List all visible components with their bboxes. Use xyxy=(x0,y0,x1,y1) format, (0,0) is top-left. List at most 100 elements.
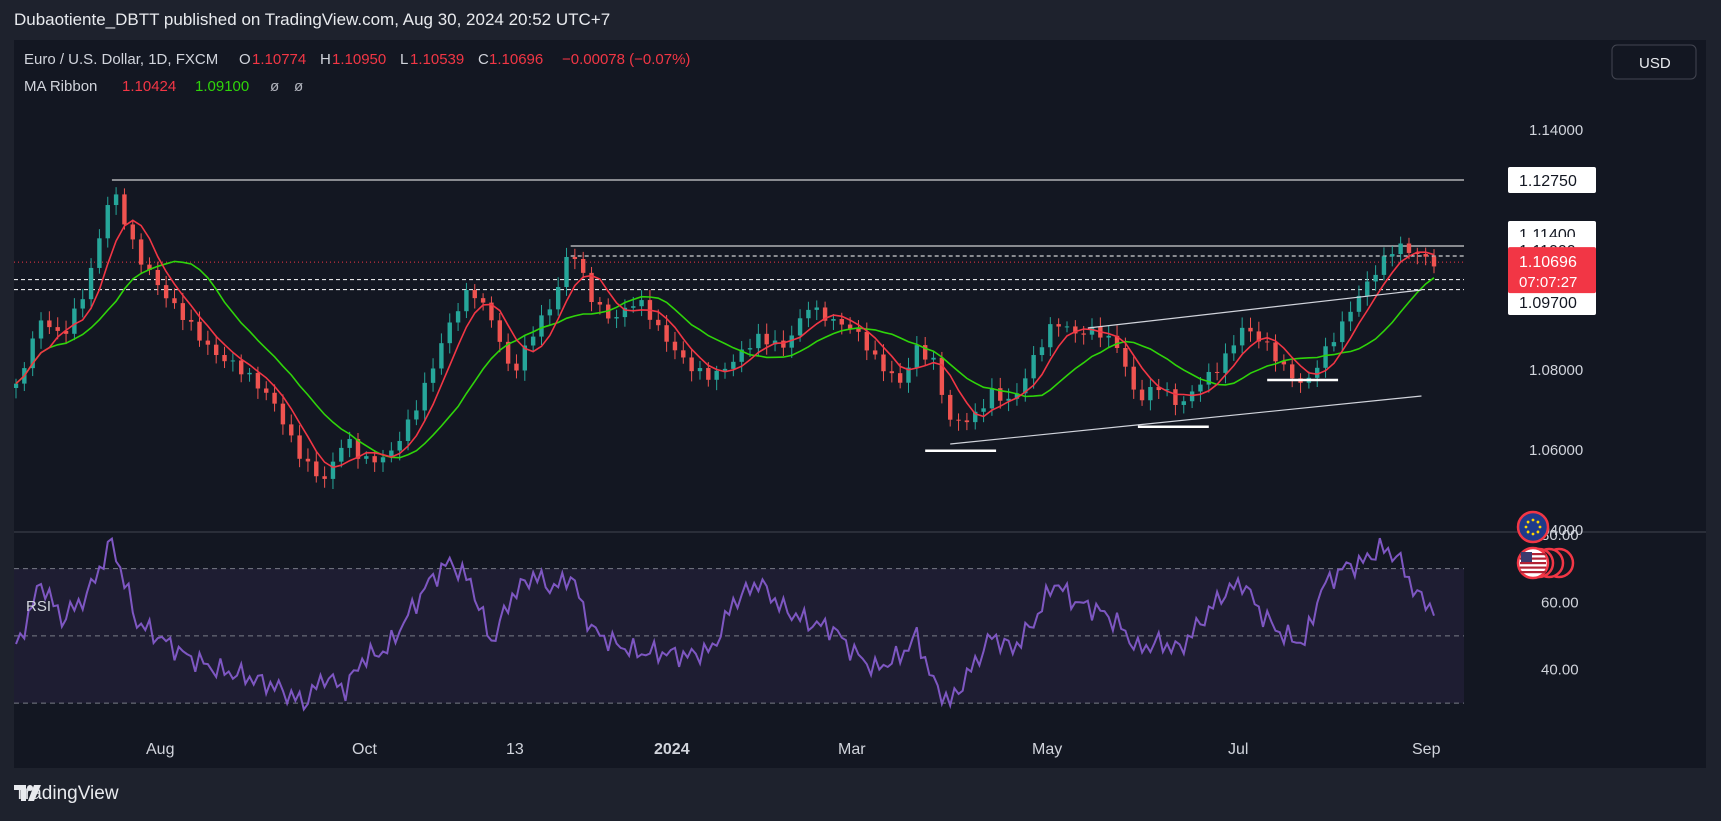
candle-body xyxy=(1381,256,1387,275)
us-flag-canton xyxy=(1521,552,1532,562)
candle-body xyxy=(939,357,945,395)
us-flag-stripe xyxy=(1520,553,1546,556)
candle-body xyxy=(897,373,903,383)
currency-button[interactable]: USD xyxy=(1611,44,1697,80)
candle-body xyxy=(656,319,661,326)
candle-body xyxy=(747,348,753,350)
candle-body xyxy=(847,324,853,329)
candle-body xyxy=(305,458,311,462)
candle-body xyxy=(155,269,160,286)
time-axis-tick: 13 xyxy=(506,741,524,758)
candle-body xyxy=(1064,326,1070,328)
candle-body xyxy=(664,325,669,342)
candle-body xyxy=(722,368,728,371)
current-price-text: 1.10696 xyxy=(1519,254,1577,271)
legend-symbol: Euro / U.S. Dollar, 1D, FXCM xyxy=(24,51,218,68)
footer-brand[interactable]: TradingView xyxy=(14,783,119,805)
time-axis-tick: Jul xyxy=(1228,741,1248,758)
candle-body xyxy=(1406,243,1412,253)
candle-body xyxy=(213,344,219,356)
candle-body xyxy=(364,456,369,459)
eu-flag-star xyxy=(1526,530,1530,534)
eu-flag-star xyxy=(1536,520,1540,524)
candle-body xyxy=(30,338,35,369)
candle-body xyxy=(113,194,119,206)
channel-lower-line xyxy=(950,395,1422,445)
price-axis-tick: 1.06000 xyxy=(1529,442,1583,459)
candle-body xyxy=(697,368,703,372)
candle-body xyxy=(998,388,1003,401)
us-flag-stripe xyxy=(1520,571,1546,574)
ma-ribbon-label: MA Ribbon xyxy=(24,78,97,95)
candle-body xyxy=(547,309,553,316)
candle-body xyxy=(1014,393,1020,399)
time-axis-tick: May xyxy=(1032,741,1062,758)
candle-body xyxy=(322,476,327,479)
candle-body xyxy=(505,341,511,364)
candle-body xyxy=(38,320,44,339)
drawings xyxy=(925,289,1422,453)
legend-close-label: C xyxy=(478,51,489,68)
candle-body xyxy=(906,367,911,383)
price-axis-tick: 1.14000 xyxy=(1529,122,1583,139)
candle-body xyxy=(122,194,127,225)
candle-body xyxy=(772,340,778,345)
candle-body xyxy=(1023,378,1028,394)
candle-body xyxy=(239,360,244,375)
candle-body xyxy=(681,350,686,358)
candle-body xyxy=(197,321,202,341)
price-badge-text: 1.12750 xyxy=(1519,173,1577,190)
candle-body xyxy=(272,392,277,404)
candle-body xyxy=(188,319,194,322)
rsi-line xyxy=(15,536,1435,712)
ma-slow-value: 1.09100 xyxy=(195,78,249,95)
candle-body xyxy=(1214,371,1220,373)
candle-body xyxy=(1290,364,1295,379)
event-icons[interactable] xyxy=(1516,510,1575,580)
candle-body xyxy=(1114,335,1120,348)
candle-body xyxy=(380,457,386,463)
candle-body xyxy=(822,307,828,321)
candle-body xyxy=(339,447,344,462)
ma-empty-2: ø xyxy=(294,78,303,95)
candle-body xyxy=(989,388,995,409)
candle-body xyxy=(789,335,794,348)
candle-body xyxy=(422,382,427,411)
candle-body xyxy=(1373,274,1378,282)
candle-body xyxy=(47,320,52,328)
candle-body xyxy=(430,368,436,383)
candle-body xyxy=(864,331,869,351)
rsi-axis-tick: 80.00 xyxy=(1541,527,1579,544)
current-price-badge xyxy=(1508,247,1596,294)
candle-body xyxy=(247,372,252,375)
price-badge xyxy=(1508,289,1596,315)
candle-body xyxy=(948,394,953,420)
candle-body xyxy=(764,333,769,345)
candle-body xyxy=(922,345,928,360)
candle-body xyxy=(1048,324,1053,348)
chart-svg[interactable]: 1.140001.080001.060001.0400080.0060.0040… xyxy=(14,40,1706,768)
candle-body xyxy=(255,372,261,389)
candle-body xyxy=(1273,342,1278,362)
us-flag-event-icon[interactable] xyxy=(1516,546,1575,580)
legend-low: 1.10539 xyxy=(410,51,464,68)
candle-body xyxy=(1281,361,1287,365)
candle-body xyxy=(797,318,803,336)
candle-body xyxy=(1256,331,1262,342)
eu-flag-event-icon[interactable] xyxy=(1516,510,1550,544)
candle-body xyxy=(497,320,502,342)
candle-body xyxy=(289,424,294,436)
reference-lines xyxy=(14,179,1464,291)
us-flag-stripe xyxy=(1520,557,1546,560)
candle-body xyxy=(314,461,319,477)
legend-high-label: H xyxy=(320,51,331,68)
legend-close: 1.10696 xyxy=(489,51,543,68)
candle-body xyxy=(1206,371,1211,385)
chart-panel[interactable]: 1.14000 1.08000 1.06000 1.04000 80.00 60.00 40… xyxy=(14,40,1706,768)
candle-body xyxy=(1123,347,1128,367)
candle-body xyxy=(522,345,528,371)
candle-body xyxy=(230,360,236,362)
candle-body xyxy=(581,258,586,273)
ma-fast-value: 1.10424 xyxy=(122,78,176,95)
candle-body xyxy=(831,319,836,321)
